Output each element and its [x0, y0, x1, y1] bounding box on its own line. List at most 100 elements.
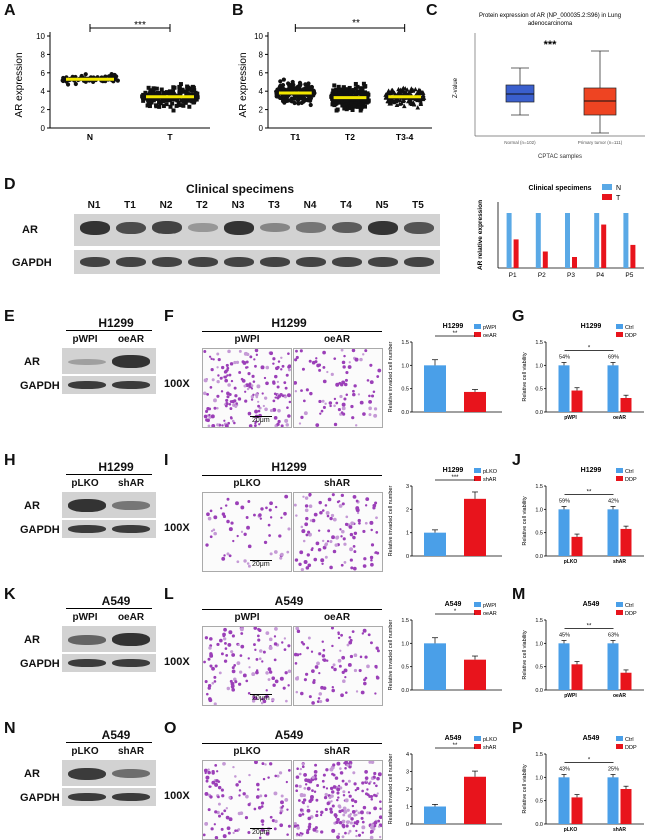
invaded-cell	[284, 798, 289, 802]
panel-e-western-blot: H1299 pWPI oeAR AR GAPDH	[20, 316, 160, 406]
invaded-cell	[253, 358, 256, 361]
invaded-cell	[238, 780, 242, 784]
invaded-cell	[332, 663, 336, 667]
invaded-cell	[308, 779, 313, 784]
invaded-cell	[278, 534, 282, 538]
magnification-label: 100X	[164, 656, 190, 668]
invaded-cell	[336, 787, 341, 792]
row-label-gapdh: GAPDH	[20, 658, 60, 670]
panel-o-invasion-images: A549 pLKO shAR 100X 20μm	[164, 728, 386, 840]
invaded-cell	[341, 655, 346, 660]
invaded-cell	[375, 646, 379, 650]
invaded-cell	[301, 367, 305, 371]
invaded-cell	[280, 516, 283, 519]
invaded-cell	[228, 373, 232, 377]
invaded-cell	[361, 781, 365, 785]
panel-b-scatter-plot: AR expression 0 2 4 6 8 10 T1 T2 T3-4 **	[238, 18, 432, 142]
invaded-cell	[369, 520, 374, 525]
invaded-cell	[303, 411, 308, 416]
invaded-cell	[330, 800, 333, 803]
invaded-cell	[324, 543, 328, 547]
invaded-cell	[262, 777, 266, 781]
invaded-cell	[347, 791, 351, 794]
significance-label: **	[587, 623, 592, 629]
invaded-cell	[322, 365, 326, 369]
x-tick-label: P2	[538, 272, 546, 279]
invaded-cell	[287, 824, 291, 828]
data-point	[365, 95, 370, 100]
invaded-cell	[221, 556, 226, 561]
data-point	[388, 101, 394, 106]
invaded-cell	[256, 788, 260, 791]
invaded-cell	[247, 544, 252, 549]
significance-label: **	[453, 743, 458, 749]
invaded-cell	[317, 697, 321, 700]
invaded-cell	[364, 504, 368, 507]
data-point	[350, 107, 355, 112]
bar-ddp	[620, 398, 632, 412]
invaded-cell	[246, 387, 250, 391]
invaded-cell	[227, 349, 231, 354]
panel-d-blot-title: Clinical specimens	[185, 182, 295, 196]
invaded-cell	[311, 669, 315, 673]
invaded-cell	[278, 771, 283, 775]
column-header: shAR	[323, 478, 351, 489]
invaded-cell	[358, 668, 362, 673]
legend-swatch	[474, 610, 481, 615]
invaded-cell	[204, 791, 209, 796]
ar-band	[260, 222, 290, 233]
invaded-cell	[309, 519, 313, 522]
data-point	[357, 90, 362, 95]
data-point	[164, 90, 169, 95]
invaded-cell	[279, 823, 284, 828]
invaded-cell	[347, 365, 352, 369]
invaded-cell	[372, 390, 376, 393]
bar-ctrl	[558, 643, 570, 690]
panel-f-bar-chart: H1299 Relative invaded cell number 0.0 0.5 1…	[388, 323, 502, 416]
invaded-cell	[223, 637, 227, 641]
invaded-cell	[357, 811, 361, 815]
invaded-cell	[283, 637, 287, 640]
blot-title: H1299	[98, 316, 134, 330]
panel-label-n: N	[4, 720, 16, 737]
invaded-cell	[269, 815, 273, 819]
panel-label-o: O	[164, 720, 177, 737]
bar-ctrl	[607, 509, 619, 556]
invaded-cell	[378, 815, 382, 819]
legend-swatch	[474, 744, 481, 749]
data-point	[344, 107, 349, 112]
invaded-cell	[341, 380, 346, 385]
y-tick-label: 6	[41, 69, 46, 78]
invaded-cell	[207, 686, 211, 690]
ar-band	[80, 221, 110, 235]
invaded-cell	[268, 534, 271, 537]
y-tick-label: 1.0	[401, 363, 409, 369]
invaded-cell	[305, 830, 310, 835]
invaded-cell	[268, 637, 273, 642]
legend-swatch	[602, 194, 612, 200]
invaded-cell	[287, 669, 291, 674]
bar-ctrl	[558, 509, 570, 556]
micrograph-pwpi	[202, 626, 292, 706]
invaded-cell	[377, 819, 381, 823]
invaded-cell	[258, 513, 262, 517]
invaded-cell	[322, 405, 326, 409]
invaded-cell	[247, 500, 251, 503]
data-point	[167, 91, 172, 96]
invaded-cell	[249, 355, 253, 359]
y-tick-label: 0.5	[401, 387, 409, 393]
cell-line-title: A549	[274, 728, 304, 742]
data-point	[401, 97, 407, 103]
panel-f-invasion-images: H1299 pWPI oeAR 100X 20μm	[164, 316, 386, 428]
bar-n	[506, 213, 512, 268]
invaded-cell	[373, 413, 378, 418]
invaded-cell	[341, 360, 346, 365]
invaded-cell	[327, 497, 332, 502]
invaded-cell	[218, 671, 222, 675]
bar-ctrl	[607, 365, 619, 412]
chart-ylabel: Relative invaded cell number	[388, 620, 394, 691]
invaded-cell	[364, 349, 368, 353]
invaded-cell	[203, 350, 207, 354]
invaded-cell	[316, 784, 320, 787]
invaded-cell	[331, 804, 335, 808]
